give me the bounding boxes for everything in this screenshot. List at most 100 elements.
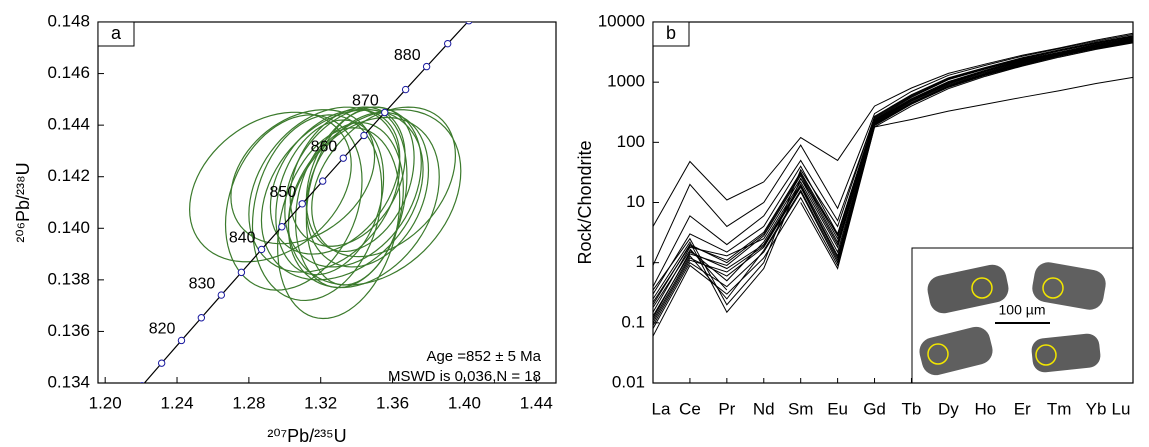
ree-pattern <box>689 76 1134 291</box>
concordia-point <box>401 85 410 94</box>
error-ellipse <box>311 106 457 258</box>
y-axis-label: ²⁰⁶Pb/²³⁸U <box>13 162 33 242</box>
ree-pattern <box>652 35 1134 306</box>
ree-pattern <box>652 32 1134 227</box>
age-label: 880 <box>394 47 421 64</box>
spot <box>971 277 993 299</box>
y-tick-label: 0.01 <box>612 372 645 391</box>
panel-label: b <box>666 23 676 43</box>
ree-pattern <box>652 33 1134 266</box>
y-tick-label: 0.144 <box>47 115 90 134</box>
concordia-point <box>298 200 306 208</box>
plot-frame <box>97 21 557 384</box>
x-tick-label: Yb <box>1086 399 1107 418</box>
concordia-point <box>197 314 206 322</box>
concordia-point <box>257 245 266 254</box>
x-tick-label: 1.20 <box>89 393 122 412</box>
y-tick-label: 0.138 <box>47 269 90 288</box>
y-tick-label: 10 <box>626 192 645 211</box>
y-tick-label: 0.148 <box>47 11 90 30</box>
concordia-point <box>157 359 166 367</box>
x-tick-label: Tb <box>902 399 922 418</box>
concordia-point <box>422 62 431 71</box>
error-ellipse <box>277 127 401 320</box>
zircon-grain <box>927 264 1009 314</box>
x-tick-label: Eu <box>827 399 848 418</box>
y-tick-label: 0.140 <box>47 218 90 237</box>
panel-label: a <box>111 23 122 43</box>
error-ellipse <box>289 106 406 247</box>
concordia-point <box>139 382 145 383</box>
concordia-point <box>360 131 368 140</box>
ree-pattern <box>652 42 1134 337</box>
age-label: 870 <box>352 93 379 110</box>
y-tick-label: 100 <box>617 132 645 151</box>
y-tick-label: 0.134 <box>47 372 90 391</box>
x-axis-label: ²⁰⁷Pb/²³⁵U <box>267 426 346 446</box>
x-tick-label: Dy <box>938 399 959 418</box>
y-tick-label: 1000 <box>607 72 645 91</box>
concordia-point <box>278 223 286 231</box>
error-ellipse <box>251 114 383 302</box>
age-label: 840 <box>229 230 256 247</box>
annotation: MSWD is 0.036,N = 18 <box>388 368 541 385</box>
x-tick-label: 1.40 <box>448 393 481 412</box>
x-tick-label: Ce <box>679 399 701 418</box>
ree-pattern <box>652 36 1134 314</box>
ree-pattern <box>652 37 1134 303</box>
concordia-point <box>319 177 327 185</box>
ree-pattern <box>652 40 1134 326</box>
y-tick-label: 10000 <box>598 11 645 30</box>
y-tick-label: 0.142 <box>47 166 90 185</box>
x-tick-label: 1.24 <box>160 393 193 412</box>
concordia-point <box>443 39 452 48</box>
x-tick-label: Pr <box>718 399 735 418</box>
plot-frame <box>652 21 1134 384</box>
spot <box>927 343 949 365</box>
y-axis-label: Rock/Chondrite <box>575 140 595 264</box>
concordia-point <box>217 291 226 299</box>
panel-label-box <box>97 21 135 47</box>
x-tick-label: 1.36 <box>376 393 409 412</box>
annotation: Age =852 ± 5 Ma <box>426 348 541 365</box>
x-tick-label: Ho <box>974 399 996 418</box>
zircon-grain <box>919 326 993 376</box>
x-tick-label: Sm <box>788 399 814 418</box>
ree-pattern <box>652 38 1134 317</box>
concordia-point <box>237 268 246 277</box>
x-tick-label: Gd <box>863 399 886 418</box>
error-ellipse <box>230 109 376 245</box>
y-tick-label: 1 <box>636 252 645 271</box>
error-ellipse <box>287 109 462 286</box>
x-tick-label: 1.32 <box>304 393 337 412</box>
y-tick-label: 0.136 <box>47 321 90 340</box>
age-label: 860 <box>311 138 338 155</box>
spot <box>1035 344 1057 366</box>
age-label: 850 <box>270 184 297 201</box>
x-tick-label: Nd <box>753 399 775 418</box>
spot <box>1042 277 1064 299</box>
zircon-grain <box>1031 333 1101 373</box>
zircon-inset: 100 µm <box>911 247 1134 384</box>
error-ellipse <box>305 109 408 286</box>
age-label: 820 <box>149 321 176 338</box>
error-ellipse <box>269 109 401 255</box>
x-tick-label: 1.28 <box>232 393 265 412</box>
x-tick-label: La <box>652 399 671 418</box>
panel-label-box <box>652 21 690 47</box>
concordia-point <box>381 108 389 117</box>
x-tick-label: Er <box>1014 399 1031 418</box>
x-tick-label: 1.44 <box>520 393 553 412</box>
y-tick-label: 0.146 <box>47 63 90 82</box>
concordia-point <box>177 336 186 345</box>
x-tick-label: Lu <box>1112 399 1131 418</box>
concordia <box>139 22 473 383</box>
scale-label: 100 µm <box>999 302 1046 318</box>
y-tick-label: 0.1 <box>621 312 645 331</box>
x-tick-label: Tm <box>1047 399 1072 418</box>
ree-pattern <box>652 39 1134 308</box>
concordia-point <box>339 154 347 162</box>
ree-pattern <box>652 41 1134 321</box>
